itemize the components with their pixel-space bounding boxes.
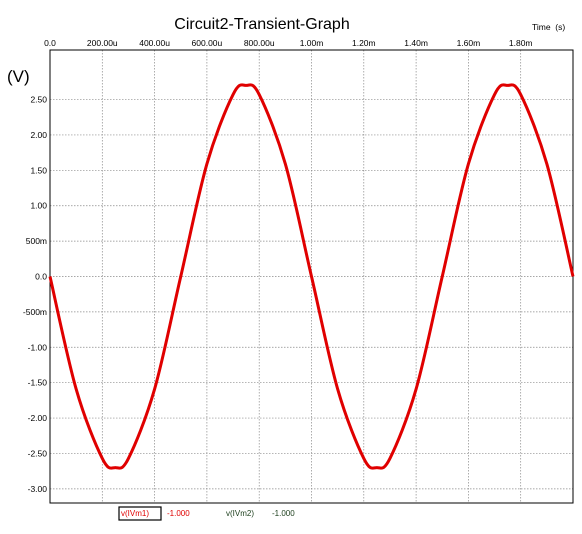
- x-tick-label: 0.0: [44, 38, 56, 48]
- chart-title: Circuit2-Transient-Graph: [174, 16, 349, 33]
- y-tick-label: -1.50: [28, 378, 48, 388]
- x-tick-label: 1.00m: [300, 38, 324, 48]
- x-tick-labels: 0.0 200.00u 400.00u 600.00u 800.00u 1.00m 1.20…: [44, 38, 532, 48]
- y-tick-label: 1.00: [30, 201, 47, 211]
- x-tick-label: 400.00u: [139, 38, 170, 48]
- y-tick-label: 1.50: [30, 165, 47, 175]
- y-tick-label: -3.00: [28, 484, 48, 494]
- y-tick-label: 2.00: [30, 130, 47, 140]
- y-tick-label: -1.00: [28, 342, 48, 352]
- x-tick-label: 600.00u: [192, 38, 223, 48]
- y-tick-label: -500m: [23, 307, 47, 317]
- x-tick-label: 200.00u: [87, 38, 118, 48]
- x-tick-label: 800.00u: [244, 38, 275, 48]
- y-tick-label: 500m: [26, 236, 47, 246]
- grid: [50, 50, 573, 503]
- legend-label-1: v(IVm1): [121, 509, 149, 518]
- y-axis-label: (V): [7, 67, 30, 86]
- y-tick-label: -2.50: [28, 448, 48, 458]
- x-tick-label: 1.60m: [457, 38, 481, 48]
- x-axis-label: Time (s): [532, 22, 565, 32]
- legend-value-1: -1.000: [167, 509, 190, 518]
- x-tick-label: 1.40m: [404, 38, 428, 48]
- y-tick-label: 0.0: [35, 272, 47, 282]
- y-tick-labels: 2.50 2.00 1.50 1.00 500m 0.0 -500m -1.00 -1.50 -2…: [23, 95, 47, 494]
- x-tick-label: 1.80m: [509, 38, 533, 48]
- y-tick-label: -2.00: [28, 413, 48, 423]
- series-group: [48, 83, 575, 470]
- legend-label-2: v(IVm2): [226, 509, 254, 518]
- y-tick-label: 2.50: [30, 95, 47, 105]
- legend-selected-box[interactable]: [118, 506, 162, 521]
- series-line-1: [48, 83, 575, 470]
- legend-value-2: -1.000: [272, 509, 295, 518]
- x-tick-label: 1.20m: [352, 38, 376, 48]
- legend: v(IVm1) -1.000 v(IVm2) -1.000: [118, 506, 295, 521]
